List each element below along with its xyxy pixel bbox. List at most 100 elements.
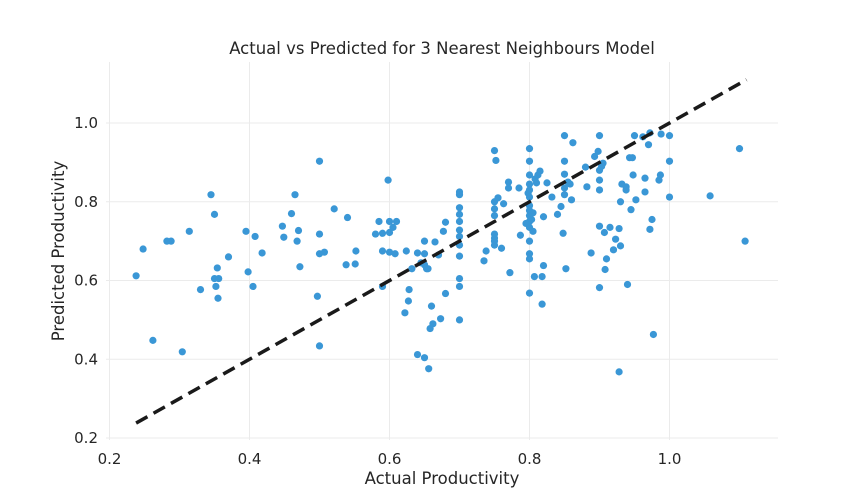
reference-line [135,78,748,425]
scatter-point [525,237,534,245]
scatter-point [389,223,397,231]
scatter-point [313,292,321,300]
scatter-point [595,284,604,292]
scatter-point [196,285,205,294]
scatter-point [525,180,534,188]
tick-labels: 0.2 0.4 0.6 0.8 1.0 0.2 0.4 0.6 0.8 1.0 [74,114,681,468]
scatter-point [665,132,674,140]
scatter-point [490,146,499,155]
scatter-point [287,209,296,218]
scatter-point [606,223,614,231]
scatter-point [525,157,534,165]
scatter-point [330,205,338,213]
scatter-point [455,226,464,234]
y-tick-label: 0.4 [74,350,98,368]
scatter-point [609,246,618,254]
scatter-point [560,132,569,140]
scatter-point [214,294,222,302]
scatter-point [455,217,464,226]
scatter-point [525,186,534,194]
scatter-point [378,229,387,237]
scatter-point [500,200,508,208]
scatter-point [530,272,539,281]
scatter-point [249,282,257,291]
y-tick-label: 1.0 [74,114,98,132]
scatter-point [149,336,157,344]
scatter-point [628,154,637,162]
scatter-point [420,250,429,258]
scatter-point [455,204,464,212]
scatter-point [538,272,546,281]
scatter-point [315,157,324,165]
scatter-point [385,217,394,226]
scatter-point [516,231,525,239]
scatter-point [413,350,422,359]
y-tick-label: 0.6 [74,272,98,290]
scatter-point [351,260,359,268]
scatter-point [492,156,500,165]
scatter-point [139,245,147,253]
scatter-point [515,184,523,192]
scatter-point [439,227,447,235]
scatter-point [525,145,534,153]
scatter-point [167,237,175,245]
scatter-point [644,141,653,149]
scatter-point [557,202,565,211]
scatter-point [490,205,499,213]
scatter-point [529,227,537,235]
scatter-point [706,192,714,200]
scatter-point [657,130,665,138]
scatter-point [280,233,288,241]
scatter-point [455,316,464,324]
scatter-point [424,265,432,273]
scatter-point [315,230,324,238]
scatter-point [294,226,303,235]
scatter-point [525,255,534,263]
scatter-point [632,196,640,204]
scatter-point [402,247,410,255]
scatter-point [559,229,567,237]
scatter-point [212,282,220,291]
scatter-point [293,237,301,245]
scatter-point [437,315,445,323]
scatter-point [244,268,252,276]
scatter-point [258,249,266,257]
scatter-point [587,249,595,257]
scatter-point [656,171,665,179]
scatter-point [532,179,541,187]
scatter-point [528,215,536,224]
scatter-point [569,139,577,147]
scatter-point [616,242,625,250]
scatter-point [278,222,286,230]
scatter-point [490,241,499,249]
scatter-point [315,342,324,350]
scatter-point [539,213,548,221]
scatter-point [560,170,569,178]
scatter-point [504,184,513,192]
scatter-point [641,174,649,182]
scatter-point [378,247,387,255]
scatter-point [615,224,623,233]
scatter-point [420,237,429,245]
scatter-point [296,263,304,271]
scatter-point [455,210,464,218]
scatter-point [641,188,649,196]
scatter-point [536,167,544,175]
scatter-point [562,265,570,273]
scatter-point [595,132,604,140]
scatter-point [392,217,401,226]
scatter-point [560,184,569,192]
chart-title: Actual vs Predicted for 3 Nearest Neighb… [229,39,655,58]
scatter-point [630,132,639,140]
scatter-point [404,297,412,305]
scatter-point [251,232,259,241]
scatter-point [602,255,611,263]
scatter-point [320,248,328,256]
scatter-point [213,264,221,272]
scatter-point [385,248,394,256]
y-tick-label: 0.2 [74,429,98,447]
x-tick-label: 0.4 [238,450,262,468]
x-tick-label: 0.6 [378,450,402,468]
data-points [132,129,749,376]
scatter-point [525,289,534,297]
